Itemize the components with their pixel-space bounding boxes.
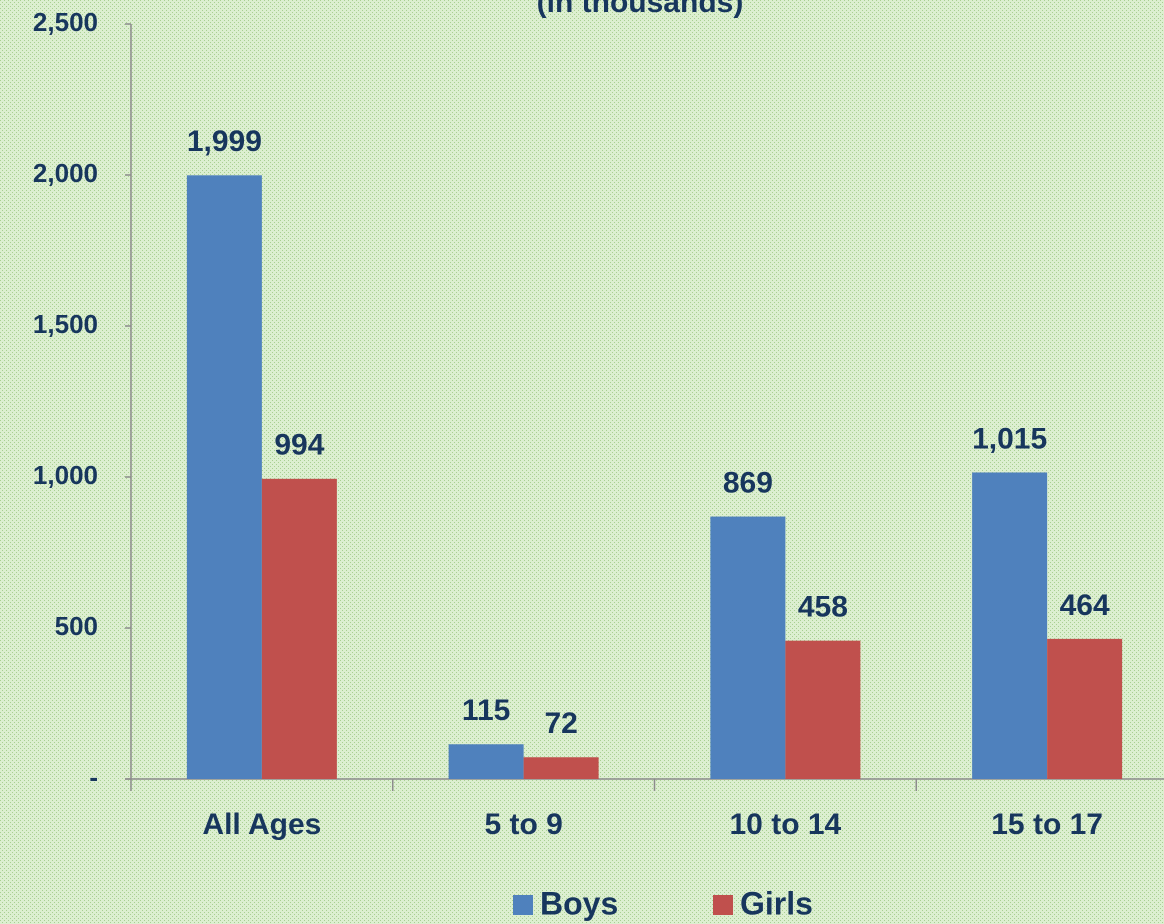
bar — [972, 472, 1048, 779]
bar — [186, 175, 262, 779]
y-tick-label: 500 — [55, 611, 98, 641]
data-label: 115 — [462, 694, 510, 727]
legend-swatch — [513, 895, 533, 915]
x-tick-label: 5 to 9 — [484, 808, 562, 841]
data-label: 1,999 — [187, 125, 262, 158]
data-label: 869 — [723, 466, 773, 499]
bar — [710, 516, 786, 779]
bar — [448, 744, 524, 779]
data-label: 1,015 — [972, 422, 1047, 455]
y-tick-label: 2,000 — [33, 158, 98, 188]
data-label: 72 — [544, 707, 577, 740]
legend-label: Girls — [740, 885, 813, 921]
x-tick-label: 10 to 14 — [730, 808, 842, 841]
bar — [1047, 638, 1123, 779]
data-label: 994 — [274, 429, 324, 462]
x-tick-label: 15 to 17 — [991, 808, 1103, 841]
chart-title: (in thousands) — [537, 0, 744, 19]
bar — [523, 757, 599, 779]
x-tick-label: All Ages — [202, 808, 321, 841]
legend-label: Boys — [540, 885, 618, 921]
legend-swatch — [713, 895, 733, 915]
y-tick-label: 1,500 — [33, 309, 98, 339]
bar — [261, 478, 337, 779]
y-tick-label: 2,500 — [33, 7, 98, 37]
y-tick-label: - — [89, 762, 98, 792]
data-label: 464 — [1060, 589, 1110, 622]
bar — [785, 640, 861, 779]
data-label: 458 — [798, 591, 848, 624]
y-tick-label: 1,000 — [33, 460, 98, 490]
